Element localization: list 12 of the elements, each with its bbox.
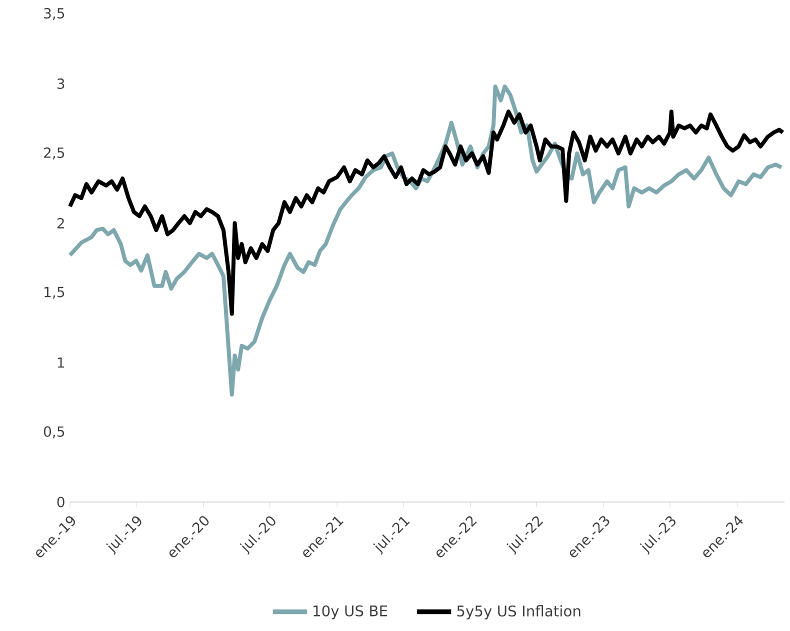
y-tick-label: 0	[57, 496, 64, 508]
legend-label: 5y5y US Inflation	[457, 605, 580, 620]
y-tick-label: 0,5	[44, 426, 64, 438]
line-series	[68, 84, 784, 397]
line-series	[68, 110, 785, 316]
y-tick-label: 3,5	[44, 8, 64, 20]
y-tick-label: 3	[57, 78, 64, 89]
y-tick-label: 2,5	[44, 147, 64, 160]
y-tick-label: 2	[57, 218, 64, 228]
y-tick-label: 1,5	[44, 286, 64, 299]
legend-label: 10y US BE	[314, 605, 388, 620]
y-tick-label: 1	[58, 357, 64, 368]
